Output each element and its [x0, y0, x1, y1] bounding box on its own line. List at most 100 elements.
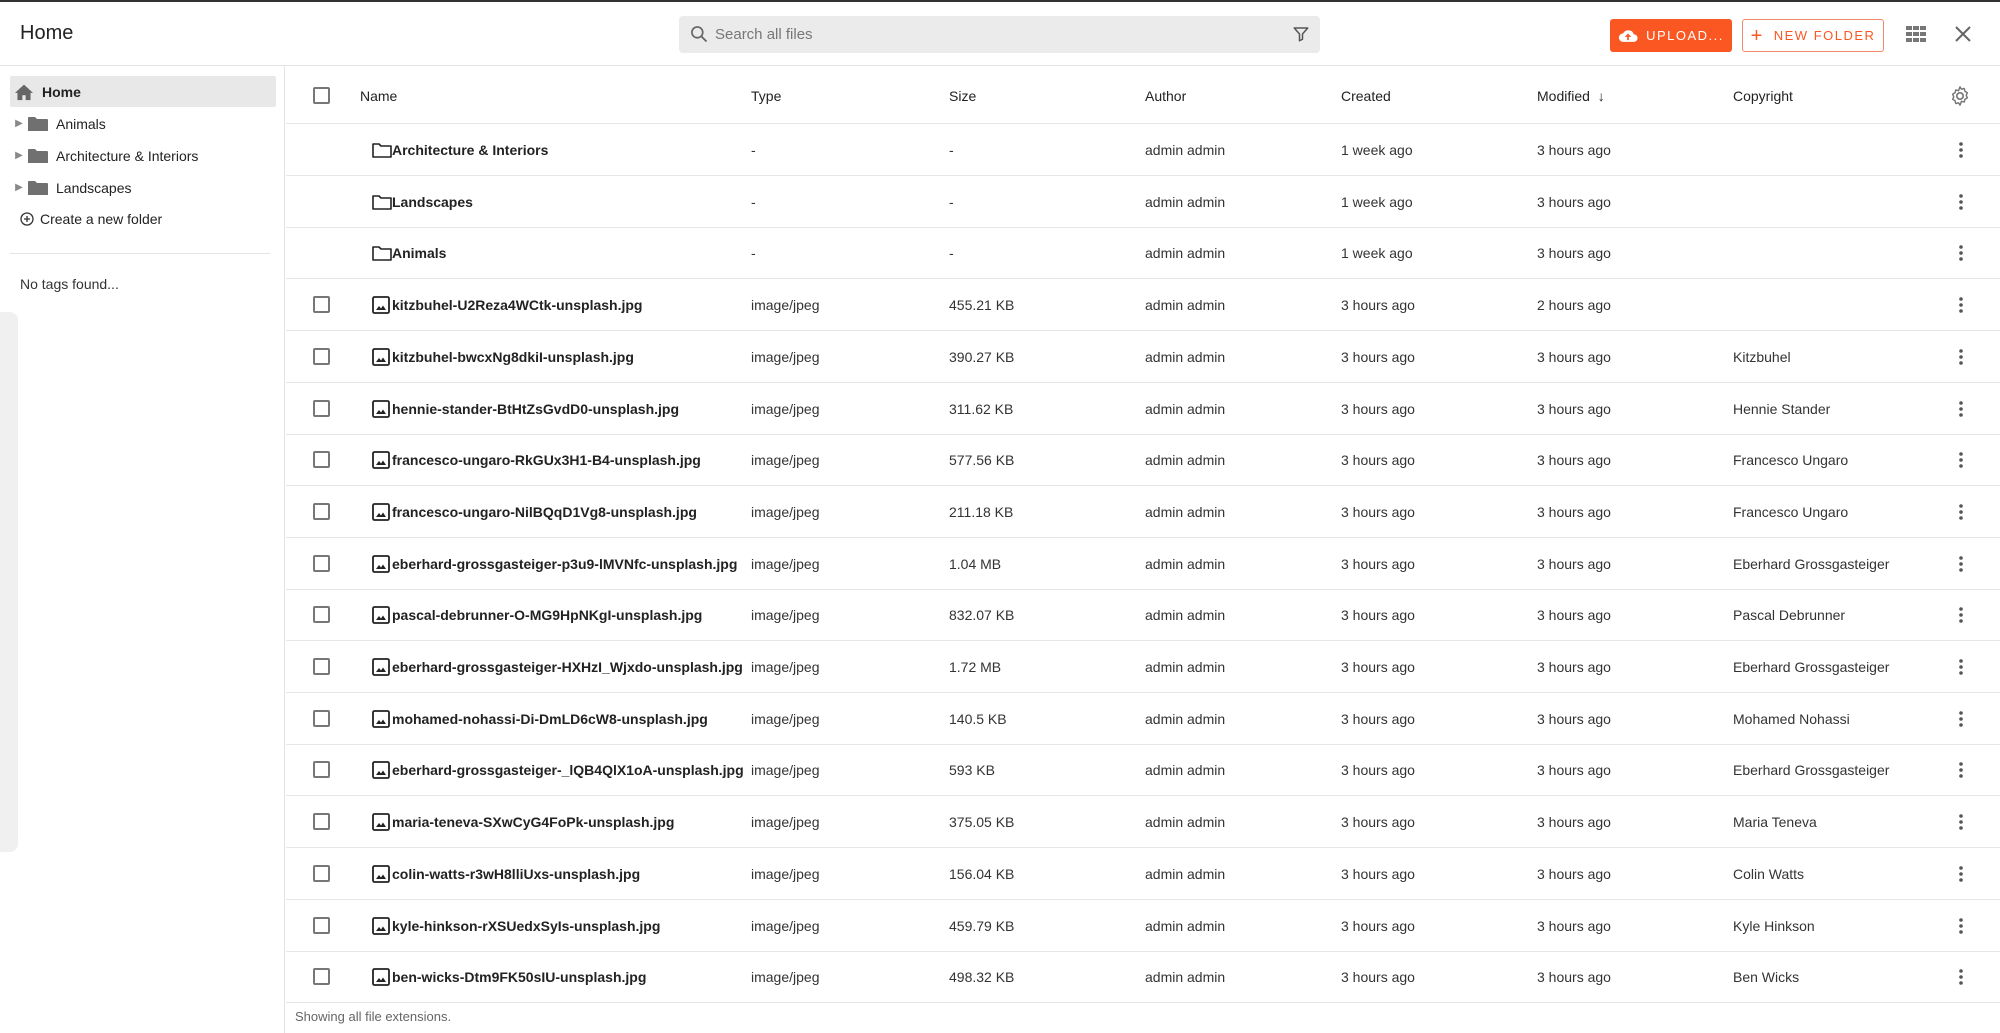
more-options-icon[interactable]	[1951, 450, 1971, 470]
column-modified[interactable]: Modified ↓	[1537, 67, 1605, 124]
table-row[interactable]: eberhard-grossgasteiger-p3u9-lMVNfc-unsp…	[286, 538, 2000, 590]
row-checkbox[interactable]	[313, 606, 330, 624]
new-folder-button[interactable]: + NEW FOLDER	[1742, 19, 1884, 52]
more-options-icon[interactable]	[1951, 812, 1971, 832]
more-options-icon[interactable]	[1951, 605, 1971, 625]
created-cell: 1 week ago	[1341, 193, 1413, 210]
column-name[interactable]: Name	[360, 87, 398, 104]
name-cell[interactable]: ben-wicks-Dtm9FK50sIU-unsplash.jpg	[392, 969, 647, 986]
more-options-icon[interactable]	[1951, 554, 1971, 574]
table-row[interactable]: Architecture & Interiors - - admin admin 1 w…	[286, 124, 2000, 176]
table-row[interactable]: ben-wicks-Dtm9FK50sIU-unsplash.jpg image/…	[286, 951, 2000, 1004]
more-options-icon[interactable]	[1951, 295, 1971, 315]
table-row[interactable]: pascal-debrunner-O-MG9HpNKgI-unsplash.jp…	[286, 589, 2000, 642]
upload-button[interactable]: UPLOAD...	[1610, 19, 1732, 52]
more-options-icon[interactable]	[1951, 760, 1971, 780]
table-row[interactable]: kitzbuhel-bwcxNg8dkiI-unsplash.jpg image/…	[286, 331, 2000, 383]
column-type[interactable]: Type	[751, 87, 782, 104]
name-cell[interactable]: francesco-ungaro-RkGUx3H1-B4-unsplash.jp…	[392, 452, 701, 469]
sidebar-item-landscapes[interactable]: ▶ Landscapes	[10, 172, 276, 203]
size-cell: 156.04 KB	[949, 865, 1015, 882]
table-row[interactable]: kyle-hinkson-rXSUedxSyIs-unsplash.jpg ima…	[286, 900, 2000, 952]
table-row[interactable]: kitzbuhel-U2Reza4WCtk-unsplash.jpg image/…	[286, 279, 2000, 332]
caret-right-icon[interactable]: ▶	[15, 182, 23, 193]
name-cell[interactable]: kyle-hinkson-rXSUedxSyIs-unsplash.jpg	[392, 917, 661, 934]
more-options-icon[interactable]	[1951, 657, 1971, 677]
name-cell[interactable]: francesco-ungaro-NilBQqD1Vg8-unsplash.jp…	[392, 503, 697, 520]
close-icon[interactable]	[1952, 23, 1974, 45]
table-row[interactable]: Landscapes - - admin admin 1 week ago 3 hours…	[286, 176, 2000, 228]
more-options-icon[interactable]	[1951, 967, 1971, 987]
more-options-icon[interactable]	[1951, 399, 1971, 419]
sidebar-item-home[interactable]: Home	[10, 76, 276, 107]
row-checkbox[interactable]	[313, 399, 330, 417]
name-cell[interactable]: Animals	[392, 245, 447, 262]
select-all-checkbox[interactable]	[313, 87, 330, 104]
name-cell[interactable]: eberhard-grossgasteiger-p3u9-lMVNfc-unsp…	[392, 555, 738, 572]
table-row[interactable]: colin-watts-r3wH8lliUxs-unsplash.jpg imag…	[286, 848, 2000, 900]
column-copyright[interactable]: Copyright	[1733, 87, 1793, 104]
copyright-cell: Eberhard Grossgasteiger	[1733, 659, 1890, 675]
name-cell[interactable]: maria-teneva-SXwCyG4FoPk-unsplash.jpg	[392, 814, 675, 831]
create-folder-link[interactable]: Create a new folder	[20, 211, 162, 227]
more-options-icon[interactable]	[1951, 864, 1971, 884]
table-row[interactable]: eberhard-grossgasteiger-HXHzI_Wjxdo-unsp…	[286, 641, 2000, 693]
sidebar-item-architecture[interactable]: ▶ Architecture & Interiors	[10, 140, 276, 171]
author-cell: admin admin	[1145, 659, 1226, 675]
table-row[interactable]: mohamed-nohassi-Di-DmLD6cW8-unsplash.jpg…	[286, 693, 2000, 745]
more-options-icon[interactable]	[1951, 243, 1971, 263]
row-checkbox[interactable]	[313, 296, 330, 314]
name-cell[interactable]: Landscapes	[392, 193, 473, 210]
row-checkbox[interactable]	[313, 813, 330, 831]
name-cell[interactable]: pascal-debrunner-O-MG9HpNKgI-unsplash.jp…	[392, 607, 703, 624]
caret-right-icon[interactable]: ▶	[15, 150, 23, 161]
created-cell: 3 hours ago	[1341, 762, 1415, 779]
grid-view-icon[interactable]	[1905, 24, 1927, 44]
row-checkbox[interactable]	[313, 916, 330, 934]
sidebar-item-animals[interactable]: ▶ Animals	[10, 108, 276, 139]
table-row[interactable]: maria-teneva-SXwCyG4FoPk-unsplash.jpg ima…	[286, 796, 2000, 849]
row-checkbox[interactable]	[313, 968, 330, 986]
name-cell[interactable]: colin-watts-r3wH8lliUxs-unsplash.jpg	[392, 865, 641, 882]
row-checkbox[interactable]	[313, 709, 330, 727]
more-options-icon[interactable]	[1951, 709, 1971, 729]
name-cell[interactable]: hennie-stander-BtHtZsGvdD0-unsplash.jpg	[392, 400, 680, 417]
table-row[interactable]: Animals - - admin admin 1 week ago 3 hours ag…	[286, 227, 2000, 280]
table-row[interactable]: francesco-ungaro-NilBQqD1Vg8-unsplash.jp…	[286, 486, 2000, 538]
table-row[interactable]: eberhard-grossgasteiger-_lQB4QlX1oA-unsp…	[286, 744, 2000, 797]
row-checkbox[interactable]	[313, 347, 330, 365]
modified-cell: 3 hours ago	[1537, 659, 1611, 675]
more-options-icon[interactable]	[1951, 192, 1971, 212]
search-bar[interactable]	[679, 16, 1320, 53]
name-cell[interactable]: kitzbuhel-U2Reza4WCtk-unsplash.jpg	[392, 297, 643, 314]
row-checkbox[interactable]	[313, 864, 330, 882]
filter-icon[interactable]	[1292, 25, 1310, 43]
created-cell: 3 hours ago	[1341, 969, 1415, 986]
row-checkbox[interactable]	[313, 502, 330, 520]
row-checkbox[interactable]	[313, 554, 330, 572]
column-size[interactable]: Size	[949, 87, 977, 104]
search-input[interactable]	[715, 16, 1275, 53]
name-cell[interactable]: eberhard-grossgasteiger-_lQB4QlX1oA-unsp…	[392, 762, 744, 779]
row-checkbox[interactable]	[313, 658, 330, 675]
more-options-icon[interactable]	[1951, 347, 1971, 367]
gear-icon[interactable]	[1949, 85, 1971, 107]
caret-right-icon[interactable]: ▶	[15, 118, 23, 129]
size-cell: 498.32 KB	[949, 969, 1015, 986]
more-options-icon[interactable]	[1951, 502, 1971, 522]
size-cell: 311.62 KB	[949, 400, 1014, 417]
table-row[interactable]: francesco-ungaro-RkGUx3H1-B4-unsplash.jp…	[286, 434, 2000, 487]
more-options-icon[interactable]	[1951, 140, 1971, 160]
name-cell[interactable]: Architecture & Interiors	[392, 142, 549, 158]
name-cell[interactable]: mohamed-nohassi-Di-DmLD6cW8-unsplash.jpg	[392, 710, 708, 727]
column-author[interactable]: Author	[1145, 87, 1187, 104]
name-cell[interactable]: kitzbuhel-bwcxNg8dkiI-unsplash.jpg	[392, 348, 634, 365]
more-options-icon[interactable]	[1951, 916, 1971, 936]
column-created[interactable]: Created	[1341, 87, 1391, 104]
type-cell: -	[751, 193, 756, 210]
name-cell[interactable]: eberhard-grossgasteiger-HXHzI_Wjxdo-unsp…	[392, 659, 743, 675]
size-cell: 390.27 KB	[949, 348, 1015, 365]
table-row[interactable]: hennie-stander-BtHtZsGvdD0-unsplash.jpg i…	[286, 383, 2000, 435]
row-checkbox[interactable]	[313, 451, 330, 469]
row-checkbox[interactable]	[313, 761, 330, 779]
